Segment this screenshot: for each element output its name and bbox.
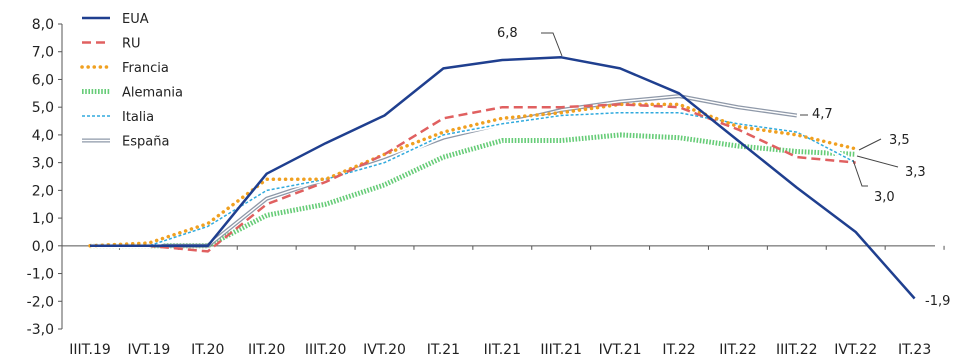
series-ru [90,103,856,253]
annotation-label: -1,9 [925,294,950,309]
x-tick-label: IVT.21 [599,342,642,358]
annotation-leader-line [852,159,868,187]
y-tick-label: 2,0 [32,183,54,199]
x-tick-label: IVT.22 [834,342,877,358]
y-tick-label: -2,0 [27,294,54,310]
x-tick-label: IIT.22 [719,342,756,358]
annotation-label: 6,8 [497,26,518,41]
legend-label: RU [122,37,141,52]
annotation-label: 3,5 [889,133,910,148]
series-alemania [90,132,856,249]
y-tick-label: 7,0 [32,45,54,61]
legend-label: Alemania [122,86,183,101]
annotation-label: 3,0 [874,190,895,205]
series-line-italia [90,111,857,247]
x-tick-label: IIIT.19 [69,342,111,358]
legend-label: España [122,135,169,150]
x-tick-label: IT.20 [191,342,224,358]
y-tick-label: -1,0 [27,267,54,283]
y-tick-label: -3,0 [27,322,54,338]
legend-item-eua: EUA [82,12,149,27]
x-tick-label: IIIT.20 [305,342,347,358]
x-tick-label: IVT.19 [127,342,170,358]
series-eua [90,56,916,300]
legend-label: Francia [122,61,169,76]
value-annotation: -1,9 [925,294,950,309]
legend: EUA RU Francia Alemania Italia España [80,12,183,150]
legend-item-ru: RU [82,37,141,52]
annotation-leader-line [541,32,563,57]
x-tick-label: IIIT.22 [776,342,818,358]
x-tick-label: IIT.21 [484,342,521,358]
legend-label: Italia [122,110,154,125]
series-line-españa-outer [90,94,798,248]
x-tick-label: IIIT.21 [540,342,582,358]
value-annotation: 3,5 [858,133,910,151]
annotation-label: 3,3 [905,165,926,180]
x-tick-label: IVT.20 [363,342,406,358]
series-francia [88,102,858,248]
axes: 8,0 7,0 6,0 5,0 4,0 3,0 2,0 1,0 0,0 -1,0 -2,0 -3,0 I… [27,17,945,358]
legend-label: EUA [122,12,149,27]
y-tick-label: 8,0 [32,17,54,33]
value-annotation: 3,3 [856,155,926,180]
x-tick-label: IT.21 [427,342,460,358]
x-tick-label: IT.22 [662,342,695,358]
y-tick-label: 5,0 [32,100,54,116]
legend-item-españa: España [82,135,169,150]
series-españa [90,94,798,248]
series-line-francia [88,102,858,248]
y-tick-label: 3,0 [32,156,54,172]
annotation-leader-line [858,138,882,151]
y-tick-label: 0,0 [32,239,54,255]
annotation-label: 4,7 [812,107,833,122]
series-line-ru [90,103,856,253]
value-annotation: 6,8 [497,26,563,57]
y-tick-label: 4,0 [32,128,54,144]
x-tick-label: IIT.20 [248,342,285,358]
x-tick-label: IT.23 [898,342,931,358]
series-line-españa [90,95,797,247]
series-layer [88,56,916,300]
y-tick-label: 6,0 [32,72,54,88]
series-line-alemania [90,132,856,249]
legend-item-alemania: Alemania [82,86,183,101]
value-annotation: 4,7 [800,107,833,122]
y-tick-label: 1,0 [32,211,54,227]
series-line-eua [90,56,916,300]
value-annotation: 3,0 [852,159,895,205]
legend-item-italia: Italia [82,110,154,125]
legend-item-francia: Francia [80,61,169,76]
annotation-leader-line [856,155,899,168]
annotations: 6,8 4,7 3,5 3,3 3,0 -1,9 [497,26,950,309]
